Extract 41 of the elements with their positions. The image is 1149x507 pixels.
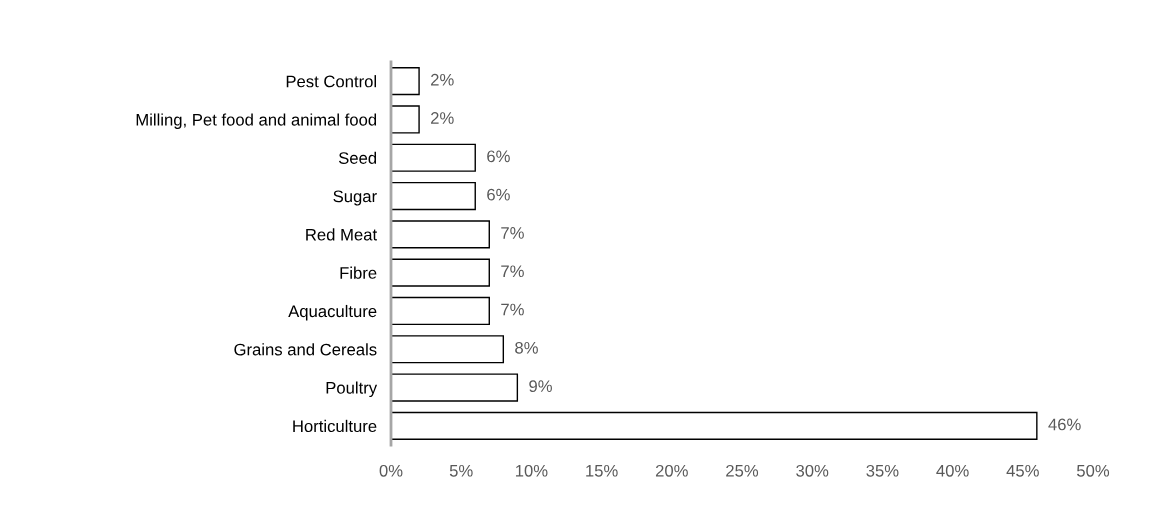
data-label: 7%	[501, 227, 524, 239]
x-tick-label: 30%	[796, 464, 829, 477]
bar	[391, 335, 505, 364]
data-label: 8%	[515, 341, 538, 354]
data-label: 46%	[1048, 418, 1081, 431]
x-tick-label: 10%	[515, 464, 548, 477]
bar	[391, 143, 476, 172]
x-tick-label: 15%	[586, 464, 618, 477]
y-tick-label: Sugar	[333, 190, 377, 206]
data-label: 6%	[487, 150, 510, 163]
bar	[391, 220, 490, 249]
data-label: 7%	[501, 303, 524, 316]
data-label: 7%	[501, 265, 524, 278]
data-label: 2%	[431, 73, 454, 86]
x-tick-label: 5%	[449, 464, 473, 477]
bar	[391, 258, 490, 287]
bar	[391, 181, 476, 211]
y-tick-label: Fibre	[340, 266, 377, 279]
data-label: 9%	[529, 380, 552, 393]
bar	[391, 105, 420, 134]
x-tick-label: 20%	[655, 464, 688, 477]
bar	[391, 67, 420, 96]
y-tick-label: Pest Control	[286, 75, 376, 88]
y-tick-label: Horticulture	[293, 419, 377, 433]
x-tick-label: 50%	[1076, 464, 1110, 477]
bar	[391, 296, 490, 326]
y-tick-label: Seed	[338, 151, 377, 164]
y-tick-label: Red Meat	[306, 228, 377, 241]
x-tick-label: 35%	[866, 464, 899, 477]
y-tick-label: Poultry	[326, 381, 378, 398]
x-tick-label: 0%	[379, 464, 403, 477]
bar	[391, 411, 1038, 440]
y-tick-label: Milling, Pet food and animal food	[136, 113, 377, 129]
data-label: 2%	[431, 112, 454, 124]
x-tick-label: 40%	[936, 464, 969, 477]
bar	[391, 373, 519, 402]
x-tick-label: 25%	[726, 464, 759, 477]
data-label: 6%	[487, 188, 510, 201]
x-tick-label: 45%	[1006, 464, 1039, 477]
y-tick-label: Grains and Cereals	[234, 343, 377, 356]
y-tick-label: Aquaculture	[288, 304, 377, 321]
